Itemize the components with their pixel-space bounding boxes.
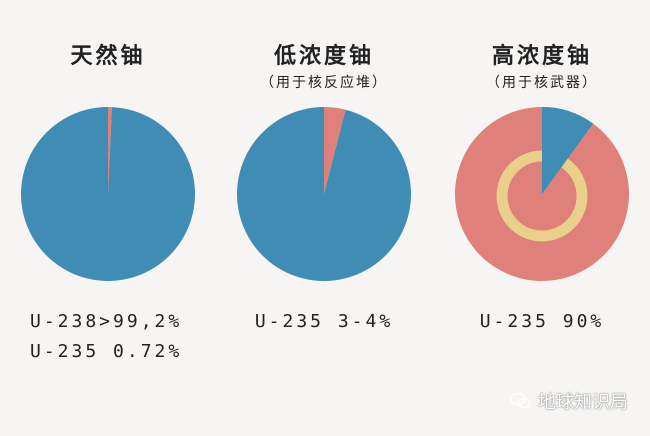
pie-slice: [324, 107, 346, 194]
watermark-text: 地球知识局: [538, 392, 628, 413]
data-note: U-238>99,2%: [30, 311, 183, 332]
data-note: U-235 0.72%: [30, 341, 183, 362]
data-note: U-235 90%: [479, 311, 605, 332]
pie-chart: [21, 107, 196, 281]
pie-chart: [237, 107, 411, 281]
pie-panel-high-enriched: 高浓度铀 （用于核武器） U-235 90%: [434, 0, 650, 436]
wechat-icon: [510, 392, 531, 409]
pie-slice: [237, 107, 411, 281]
pie-panel-low-enriched: 低浓度铀 （用于核反应堆） U-235 3-4%: [216, 0, 432, 436]
chart-subtitle: （用于核武器）: [486, 75, 598, 91]
pie-slice: [21, 107, 196, 281]
data-note: U-235 3-4%: [254, 311, 394, 332]
chart-title: 高浓度铀: [491, 44, 592, 69]
chart-title: 天然铀: [70, 44, 146, 69]
chart-subtitle: （用于核反应堆）: [260, 75, 388, 91]
chart-title: 低浓度铀: [273, 44, 374, 69]
watermark: 地球知识局: [510, 388, 628, 414]
pie-chart: [455, 107, 629, 281]
pie-panel-natural-uranium: 天然铀 U-238>99,2% U-235 0.72%: [0, 0, 216, 436]
pie-slice: [108, 107, 112, 194]
pie-slice: [542, 107, 594, 194]
